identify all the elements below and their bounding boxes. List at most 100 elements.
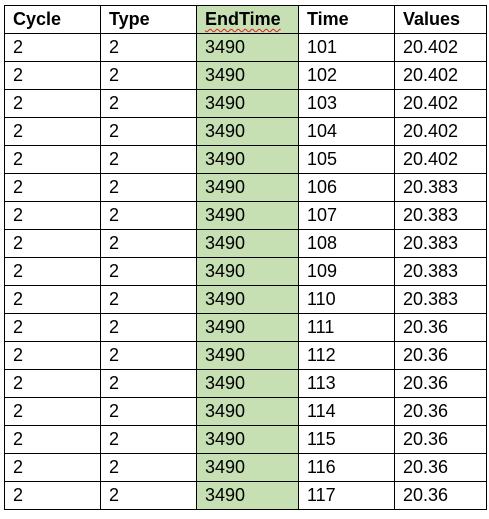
header-endtime[interactable]: EndTime [196, 5, 299, 34]
cell-cycle[interactable]: 2 [4, 201, 101, 230]
table-row: 2 2 3490 101 20.402 [4, 33, 487, 62]
cell-time[interactable]: 116 [298, 453, 395, 482]
cell-cycle[interactable]: 2 [4, 453, 101, 482]
cell-time[interactable]: 105 [298, 145, 395, 174]
cell-endtime[interactable]: 3490 [196, 145, 299, 174]
cell-cycle[interactable]: 2 [4, 397, 101, 426]
cell-cycle[interactable]: 2 [4, 257, 101, 286]
cell-value[interactable]: 20.383 [394, 257, 487, 286]
cell-time[interactable]: 109 [298, 257, 395, 286]
cell-endtime[interactable]: 3490 [196, 33, 299, 62]
cell-type[interactable]: 2 [100, 313, 197, 342]
cell-value[interactable]: 20.402 [394, 89, 487, 118]
cell-endtime[interactable]: 3490 [196, 285, 299, 314]
cell-value[interactable]: 20.402 [394, 33, 487, 62]
cell-type[interactable]: 2 [100, 397, 197, 426]
cell-value[interactable]: 20.383 [394, 173, 487, 202]
cell-value[interactable]: 20.36 [394, 369, 487, 398]
header-values[interactable]: Values [394, 5, 487, 34]
cell-endtime[interactable]: 3490 [196, 397, 299, 426]
cell-endtime[interactable]: 3490 [196, 173, 299, 202]
cell-time[interactable]: 108 [298, 229, 395, 258]
cell-type[interactable]: 2 [100, 89, 197, 118]
header-row: Cycle Type EndTime Time Values [4, 5, 487, 34]
cell-time[interactable]: 102 [298, 61, 395, 90]
cell-cycle[interactable]: 2 [4, 173, 101, 202]
table-row: 2 2 3490 106 20.383 [4, 173, 487, 202]
cell-type[interactable]: 2 [100, 229, 197, 258]
cell-type[interactable]: 2 [100, 173, 197, 202]
cell-time[interactable]: 113 [298, 369, 395, 398]
cell-cycle[interactable]: 2 [4, 33, 101, 62]
cell-endtime[interactable]: 3490 [196, 257, 299, 286]
cell-value[interactable]: 20.402 [394, 145, 487, 174]
cell-time[interactable]: 115 [298, 425, 395, 454]
cell-cycle[interactable]: 2 [4, 369, 101, 398]
cell-endtime[interactable]: 3490 [196, 369, 299, 398]
cell-type[interactable]: 2 [100, 61, 197, 90]
cell-time[interactable]: 101 [298, 33, 395, 62]
cell-cycle[interactable]: 2 [4, 229, 101, 258]
cell-type[interactable]: 2 [100, 201, 197, 230]
cell-endtime[interactable]: 3490 [196, 453, 299, 482]
table-row: 2 2 3490 110 20.383 [4, 285, 487, 314]
cell-cycle[interactable]: 2 [4, 145, 101, 174]
cell-endtime[interactable]: 3490 [196, 229, 299, 258]
cell-time[interactable]: 117 [298, 481, 395, 510]
cell-endtime[interactable]: 3490 [196, 61, 299, 90]
cell-value[interactable]: 20.36 [394, 397, 487, 426]
cell-time[interactable]: 104 [298, 117, 395, 146]
cell-type[interactable]: 2 [100, 117, 197, 146]
cell-endtime[interactable]: 3490 [196, 481, 299, 510]
cell-endtime[interactable]: 3490 [196, 117, 299, 146]
cell-time[interactable]: 110 [298, 285, 395, 314]
cell-value[interactable]: 20.383 [394, 285, 487, 314]
table-row: 2 2 3490 103 20.402 [4, 89, 487, 118]
cell-value[interactable]: 20.402 [394, 61, 487, 90]
table-row: 2 2 3490 113 20.36 [4, 369, 487, 398]
header-type[interactable]: Type [100, 5, 197, 34]
header-time[interactable]: Time [298, 5, 395, 34]
cell-type[interactable]: 2 [100, 341, 197, 370]
cell-cycle[interactable]: 2 [4, 341, 101, 370]
cell-endtime[interactable]: 3490 [196, 341, 299, 370]
cell-time[interactable]: 106 [298, 173, 395, 202]
cell-type[interactable]: 2 [100, 257, 197, 286]
cell-value[interactable]: 20.383 [394, 229, 487, 258]
cell-value[interactable]: 20.36 [394, 453, 487, 482]
cell-endtime[interactable]: 3490 [196, 201, 299, 230]
table-row: 2 2 3490 102 20.402 [4, 61, 487, 90]
data-table: Cycle Type EndTime Time Values 2 2 3490 101… [4, 5, 487, 510]
cell-value[interactable]: 20.36 [394, 341, 487, 370]
cell-cycle[interactable]: 2 [4, 313, 101, 342]
cell-cycle[interactable]: 2 [4, 117, 101, 146]
header-cycle[interactable]: Cycle [4, 5, 101, 34]
cell-value[interactable]: 20.383 [394, 201, 487, 230]
cell-endtime[interactable]: 3490 [196, 89, 299, 118]
cell-cycle[interactable]: 2 [4, 425, 101, 454]
cell-type[interactable]: 2 [100, 481, 197, 510]
cell-time[interactable]: 103 [298, 89, 395, 118]
cell-endtime[interactable]: 3490 [196, 313, 299, 342]
cell-endtime[interactable]: 3490 [196, 425, 299, 454]
cell-value[interactable]: 20.402 [394, 117, 487, 146]
cell-time[interactable]: 107 [298, 201, 395, 230]
cell-cycle[interactable]: 2 [4, 481, 101, 510]
cell-type[interactable]: 2 [100, 453, 197, 482]
table-row: 2 2 3490 107 20.383 [4, 201, 487, 230]
cell-cycle[interactable]: 2 [4, 61, 101, 90]
cell-cycle[interactable]: 2 [4, 89, 101, 118]
cell-type[interactable]: 2 [100, 285, 197, 314]
cell-type[interactable]: 2 [100, 33, 197, 62]
cell-time[interactable]: 112 [298, 341, 395, 370]
table-row: 2 2 3490 116 20.36 [4, 453, 487, 482]
cell-value[interactable]: 20.36 [394, 425, 487, 454]
cell-time[interactable]: 114 [298, 397, 395, 426]
cell-value[interactable]: 20.36 [394, 481, 487, 510]
cell-value[interactable]: 20.36 [394, 313, 487, 342]
cell-time[interactable]: 111 [298, 313, 395, 342]
cell-cycle[interactable]: 2 [4, 285, 101, 314]
cell-type[interactable]: 2 [100, 369, 197, 398]
cell-type[interactable]: 2 [100, 145, 197, 174]
cell-type[interactable]: 2 [100, 425, 197, 454]
